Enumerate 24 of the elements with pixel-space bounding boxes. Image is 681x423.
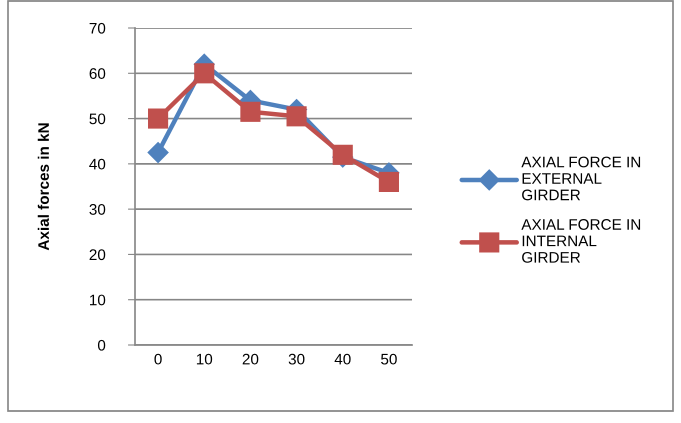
y-tick-label: 30 (89, 204, 106, 215)
point (378, 172, 399, 192)
x-tick-label: 20 (242, 354, 258, 365)
y-tick-label: 10 (90, 294, 106, 306)
legend-label: AXIAL FORCE IN INTERNAL GIRDER (521, 219, 640, 263)
x-tick-label: 30 (288, 354, 304, 365)
y-tick-label: 60 (90, 68, 106, 79)
point (148, 108, 168, 129)
x-tick-label: 10 (196, 354, 212, 365)
y-tick-label: 50 (89, 113, 106, 124)
y-tick-label: 0 (98, 340, 106, 351)
point (286, 106, 307, 126)
y-axis-title: Axial forces in kN (38, 123, 49, 250)
point (332, 144, 353, 165)
x-tick-label: 40 (334, 354, 351, 365)
point (194, 63, 214, 84)
point (240, 102, 260, 122)
point (148, 142, 169, 164)
y-tick-label: 40 (89, 158, 106, 170)
x-tick-label: 0 (154, 354, 162, 365)
x-tick-label: 50 (381, 354, 397, 365)
legend-label: AXIAL FORCE IN EXTERNAL GIRDER (521, 156, 640, 200)
y-tick-label: 20 (90, 249, 106, 260)
y-tick-label: 70 (90, 22, 106, 34)
